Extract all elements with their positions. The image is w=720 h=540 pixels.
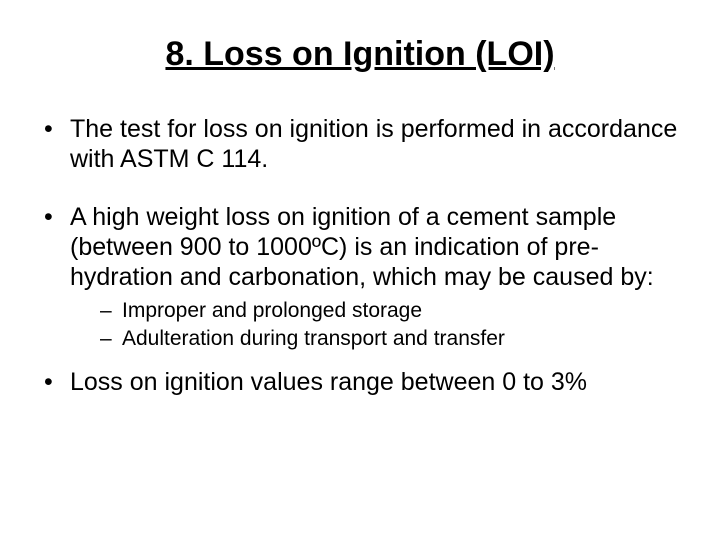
bullet-item: The test for loss on ignition is perform… [40, 114, 680, 174]
sub-item: Adulteration during transport and transf… [100, 326, 680, 352]
bullet-text: Loss on ignition values range between 0 … [70, 368, 587, 396]
bullet-text: A high weight loss on ignition of a ceme… [70, 203, 654, 291]
sub-list: Improper and prolonged storage Adulterat… [70, 298, 680, 353]
bullet-text: The test for loss on ignition is perform… [70, 115, 677, 173]
sub-item: Improper and prolonged storage [100, 298, 680, 324]
bullet-item: Loss on ignition values range between 0 … [40, 367, 680, 397]
sub-text: Improper and prolonged storage [122, 299, 422, 322]
bullet-list: The test for loss on ignition is perform… [40, 114, 680, 397]
sub-text: Adulteration during transport and transf… [122, 327, 505, 350]
bullet-item: A high weight loss on ignition of a ceme… [40, 202, 680, 353]
slide-title: 8. Loss on Ignition (LOI) [40, 35, 680, 74]
